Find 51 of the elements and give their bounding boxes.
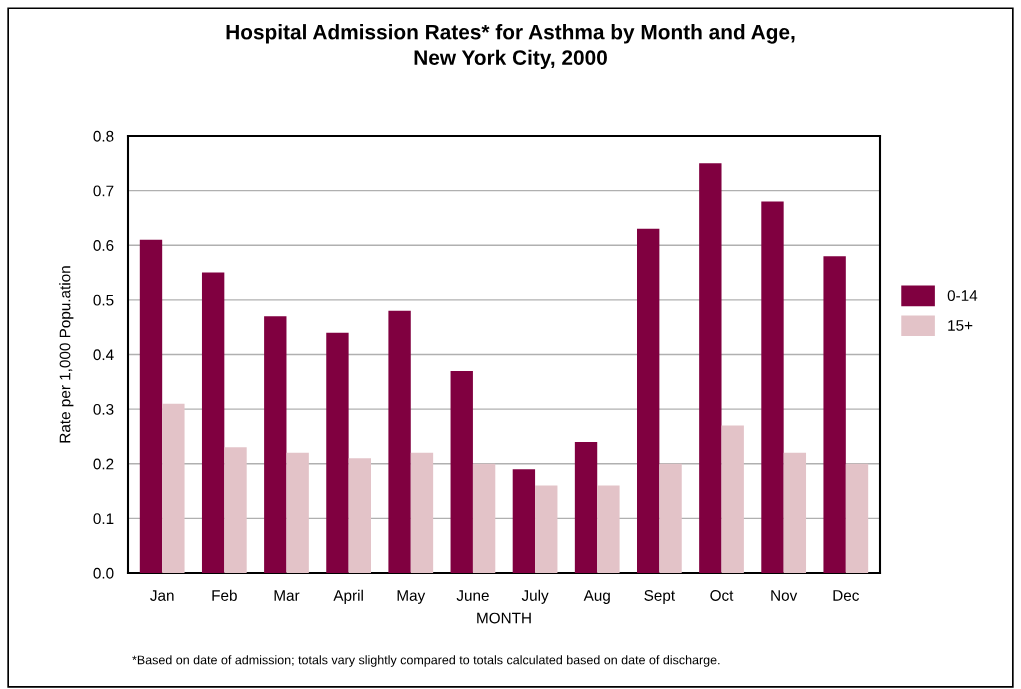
y-tick-label: 0.4 bbox=[93, 349, 114, 361]
bar bbox=[326, 332, 349, 573]
bar bbox=[721, 425, 744, 573]
bar bbox=[512, 469, 536, 573]
bar bbox=[224, 447, 247, 573]
legend-label: 0-14 bbox=[947, 290, 978, 302]
y-tick-label: 0.8 bbox=[93, 130, 114, 142]
x-tick-label: Nov bbox=[771, 590, 798, 601]
bar bbox=[761, 201, 784, 573]
x-tick-label: Aug bbox=[583, 590, 610, 604]
bar bbox=[597, 485, 620, 573]
bar bbox=[450, 370, 473, 573]
bar bbox=[535, 485, 558, 573]
bar bbox=[388, 310, 411, 573]
x-tick-label: Jan bbox=[150, 590, 174, 601]
bar bbox=[201, 272, 225, 573]
x-tick-label: Mar bbox=[274, 590, 300, 601]
bar bbox=[574, 441, 598, 573]
bar bbox=[264, 316, 287, 573]
x-tick-label: May bbox=[397, 590, 426, 604]
y-tick-label: 0.1 bbox=[93, 513, 114, 525]
text: *Based on date of admission; totals vary slightly compared to totals calculated based on date of discharge. bbox=[132, 655, 720, 667]
chart-title: Hospital Admission Rates* for Asthma by Month and Age, New York City, 2000 bbox=[226, 24, 795, 70]
y-tick-label: 0.2 bbox=[93, 458, 114, 470]
y-tick-label: 0.5 bbox=[93, 294, 114, 306]
bar bbox=[286, 452, 309, 573]
x-tick-label: Sept bbox=[644, 590, 675, 604]
legend-label: 15+ bbox=[948, 320, 973, 331]
x-tick-label: April bbox=[333, 589, 363, 604]
bar bbox=[472, 463, 496, 573]
y-tick-label: 0.0 bbox=[93, 567, 114, 579]
bar bbox=[139, 239, 163, 573]
bar bbox=[699, 163, 722, 573]
bar bbox=[783, 452, 807, 573]
y-axis-title: Rate per 1,000 Popu.ation bbox=[59, 266, 74, 443]
bar bbox=[845, 463, 869, 573]
bar bbox=[823, 256, 846, 573]
bar bbox=[162, 403, 185, 573]
x-tick-label: July bbox=[521, 589, 549, 604]
bar bbox=[410, 452, 434, 573]
bar bbox=[637, 228, 660, 573]
y-tick-label: 0.3 bbox=[93, 403, 114, 415]
bar bbox=[659, 463, 682, 573]
x-axis-title: MONTH bbox=[477, 612, 531, 624]
x-tick-label: June bbox=[456, 590, 489, 601]
bar bbox=[348, 458, 371, 573]
y-tick-label: 0.6 bbox=[93, 240, 114, 251]
x-tick-label: Oct bbox=[710, 590, 734, 601]
x-tick-label: Dec bbox=[833, 590, 859, 601]
x-tick-label: Feb bbox=[212, 589, 237, 601]
y-tick-label: 0.7 bbox=[93, 185, 114, 197]
